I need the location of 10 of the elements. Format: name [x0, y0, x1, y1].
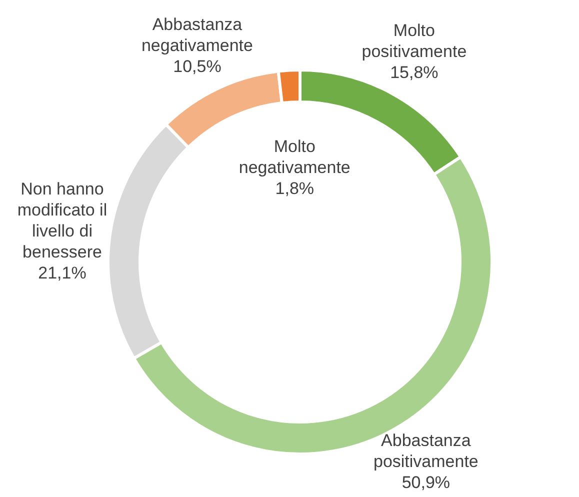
data-label: 10,5%	[173, 57, 222, 76]
data-label: 15,8%	[390, 62, 438, 82]
slice-label: Non hanno modificato il livello di benessere	[17, 179, 108, 262]
data-label: 1,8%	[275, 179, 314, 198]
slice-label: Molto negativamente	[238, 137, 350, 178]
data-label: 50,9%	[402, 473, 450, 492]
slice-label: Molto positivamente	[362, 20, 467, 61]
data-label: 21,1%	[38, 263, 86, 282]
slice-label: Abbastanza positivamente	[373, 431, 478, 471]
slice-label: Abbastanza negativamente	[141, 15, 253, 56]
